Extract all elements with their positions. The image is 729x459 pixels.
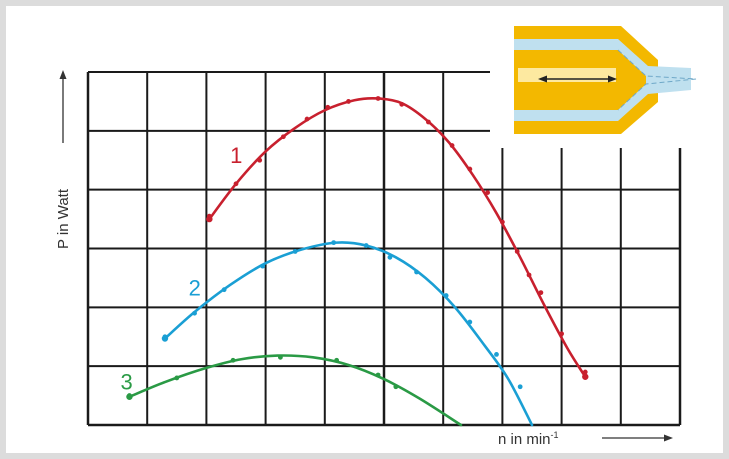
nozzle-diagram xyxy=(490,22,697,148)
series-1-point xyxy=(280,134,286,140)
series-3-point xyxy=(278,354,283,360)
series-labels: 1 2 3 xyxy=(121,143,243,395)
series-3-point xyxy=(375,372,381,378)
y-axis-arrowhead xyxy=(59,70,67,79)
series-1-point xyxy=(514,249,520,254)
data-points xyxy=(126,96,589,400)
series-1-point xyxy=(325,104,331,110)
series-3-line xyxy=(128,354,463,427)
series-1-point xyxy=(538,290,544,296)
series-3-point xyxy=(127,393,132,398)
nozzle-tip-dash xyxy=(617,49,697,111)
series-1-point xyxy=(485,190,490,196)
series-3-point xyxy=(334,357,340,363)
series-1-point xyxy=(346,99,351,104)
series-2-point xyxy=(292,249,298,254)
series-2-point xyxy=(260,263,266,269)
nozzle-motion-arrowhead-left xyxy=(538,75,547,83)
series-1-point xyxy=(449,143,455,148)
series-2-point xyxy=(331,240,337,246)
series-1-point xyxy=(375,96,381,101)
series-3-point xyxy=(230,357,236,363)
series-2-point xyxy=(494,352,499,357)
series-3-label: 3 xyxy=(121,370,133,395)
series-2-line xyxy=(163,241,534,427)
series-2-label: 2 xyxy=(189,276,201,301)
series-2-point xyxy=(192,310,197,316)
nozzle-motion-arrowhead-right xyxy=(608,75,617,83)
series-2-point xyxy=(363,243,369,248)
series-1-label: 1 xyxy=(230,143,242,168)
chart-canvas: 1 2 3 P in Watt n in min-1 xyxy=(55,22,697,448)
series-2-point xyxy=(387,254,393,260)
series-1-line xyxy=(208,96,587,379)
series-1-point xyxy=(399,101,405,107)
series-2-point xyxy=(414,269,419,275)
chart-frame: 1 2 3 P in Watt n in min-1 xyxy=(6,6,723,453)
series-3-point xyxy=(174,375,180,381)
y-axis-label: P in Watt xyxy=(55,188,72,249)
x-axis-label-text: n in min xyxy=(498,431,551,448)
series-2-point xyxy=(517,384,523,390)
series-1-point xyxy=(206,213,212,219)
series-1-point xyxy=(257,157,263,163)
x-axis-title: n in min-1 xyxy=(498,430,673,448)
series-1-point xyxy=(526,272,532,278)
series-1-point xyxy=(500,219,505,225)
series-3-point xyxy=(393,384,399,390)
x-axis-label: n in min-1 xyxy=(498,430,559,448)
series-2-point xyxy=(162,334,168,340)
series-1-point xyxy=(559,331,564,337)
series-1-point xyxy=(304,116,310,122)
series-1-point xyxy=(582,369,588,375)
series-1-point xyxy=(426,119,431,125)
x-axis-label-exponent: -1 xyxy=(551,430,559,440)
x-axis-arrowhead xyxy=(664,434,673,442)
series-1-point xyxy=(467,166,473,172)
nozzle-core-highlight xyxy=(518,68,616,82)
series-2-point xyxy=(467,319,473,325)
series-1-endpoint xyxy=(582,373,589,380)
series-1-point xyxy=(233,181,239,187)
series-2-point xyxy=(443,293,449,298)
y-axis-title: P in Watt xyxy=(55,70,72,249)
series-2-point xyxy=(221,287,227,293)
